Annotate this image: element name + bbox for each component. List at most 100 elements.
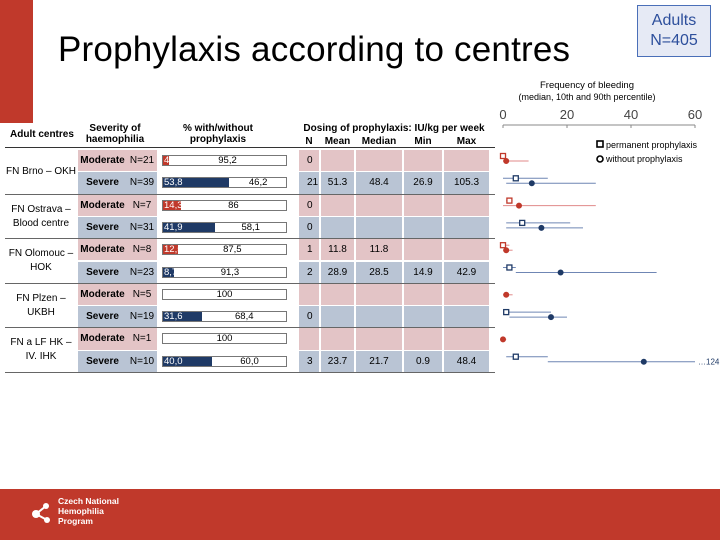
without-prophylaxis-label: 58,1 [241, 221, 260, 233]
dose-cell: 28.5 [356, 261, 402, 283]
dose-cell [444, 194, 489, 216]
patient-count-cell: N=1 [127, 328, 157, 350]
severity-cell: Moderate [78, 283, 127, 306]
severity-cell: Severe [78, 216, 127, 239]
perm-median-marker [506, 197, 513, 204]
dose-cell [404, 150, 442, 172]
footer-bar [0, 489, 720, 540]
with-prophylaxis-fill [163, 222, 215, 232]
dose-cell: 48.4 [356, 172, 402, 194]
col-header-severity-1: Severity of [89, 123, 141, 134]
severity-cell: Moderate [78, 328, 127, 350]
dose-col-header: Median [361, 136, 397, 147]
chart-title: Frequency of bleeding [540, 80, 634, 91]
prophylaxis-percent-bar [162, 333, 287, 345]
perm-median-marker [503, 308, 510, 316]
dose-cell [404, 239, 442, 261]
dose-cell: 0 [299, 216, 319, 239]
dose-cell [321, 150, 354, 172]
dose-cell [404, 216, 442, 239]
without-median-marker [640, 358, 647, 365]
perm-median-marker [512, 353, 519, 360]
dose-cell [444, 150, 489, 172]
dose-cell [404, 328, 442, 350]
dose-cell [444, 328, 489, 350]
without-prophylaxis-label: 86 [228, 199, 239, 211]
adults-label: Adults [651, 12, 697, 29]
with-prophylaxis-label: 14,3 [164, 199, 183, 211]
perm-median-marker [499, 152, 507, 160]
x-tick-label: 0 [499, 107, 506, 122]
severity-cell: Severe [78, 172, 127, 194]
centre-name: FN Plzen – UKBH [5, 292, 77, 320]
perm-median-marker [506, 264, 513, 271]
prophylaxis-percent-bar [162, 199, 287, 211]
perm-median-marker [519, 219, 526, 227]
without-prophylaxis-label: 100 [216, 288, 233, 300]
dose-cell: 11.8 [356, 239, 402, 261]
without-median-marker [528, 180, 535, 187]
with-prophylaxis-label: 40,0 [164, 355, 183, 367]
without-median-marker [503, 291, 510, 298]
chart-subtitle: (median, 10th and 90th percentile) [518, 92, 655, 102]
without-prophylaxis-label: 87,5 [223, 244, 242, 256]
x-tick-label: 60 [688, 107, 702, 122]
dose-cell: 42.9 [444, 261, 489, 283]
without-median-marker [548, 314, 554, 321]
dose-cell: 2 [299, 261, 319, 283]
page-title: Prophylaxis according to centres [58, 30, 571, 69]
dose-cell: 51.3 [321, 172, 354, 194]
with-prophylaxis-fill [163, 356, 213, 366]
with-prophylaxis-fill [163, 267, 174, 277]
centre-name-line: FN Brno – OKH [5, 166, 77, 177]
centre-separator [5, 282, 495, 284]
dose-cell [321, 283, 354, 306]
dose-cell [356, 194, 402, 216]
centre-separator [5, 193, 495, 195]
dose-cell [299, 328, 319, 350]
without-median-marker [538, 224, 545, 231]
dose-cell: 11.8 [321, 239, 354, 261]
with-prophylaxis-fill [163, 245, 179, 255]
dose-cell: 14.9 [404, 261, 442, 283]
bleeding-frequency-chart: Frequency of bleeding(median, 10th and 9… [499, 80, 720, 367]
col-header-centres: Adult centres [10, 129, 74, 140]
without-median-marker [503, 158, 510, 164]
with-prophylaxis-fill [163, 156, 169, 165]
dose-cell [444, 283, 489, 306]
dose-cell: 48.4 [444, 350, 489, 372]
severity-cell: Severe [78, 350, 127, 372]
dose-cell [299, 283, 319, 306]
col-header-pct-1: % with/without [183, 123, 253, 134]
patient-count-cell: N=31 [127, 216, 157, 239]
dose-cell [356, 328, 402, 350]
prophylaxis-percent-bar [162, 288, 287, 300]
dose-cell [356, 306, 402, 328]
centre-name-line: Blood centre [12, 217, 70, 229]
without-prophylaxis-label: 46,2 [248, 177, 268, 189]
hemophilia-program-logo-icon [32, 503, 50, 523]
dose-cell: 0 [299, 194, 319, 216]
centre-name-line: FN Olomouc – [8, 248, 74, 260]
centre-name-line: FN a LF HK – [10, 337, 72, 349]
prophylaxis-percent-bar [162, 221, 287, 233]
dose-cell: 0 [299, 150, 319, 172]
without-median-marker [516, 202, 522, 209]
dose-cell [321, 306, 354, 328]
legend-square-marker [596, 140, 604, 148]
dose-col-header: N [305, 136, 313, 147]
header-rule [5, 147, 495, 148]
centre-name-line: FN Ostrava – [11, 203, 71, 215]
without-prophylaxis-label: 95,2 [218, 155, 237, 166]
dose-cell [321, 328, 354, 350]
legend-label-without: without prophylaxis [605, 154, 683, 164]
with-prophylaxis-label: 31,6 [164, 311, 183, 323]
dose-cell: 23.7 [321, 350, 354, 372]
perm-median-marker [512, 175, 519, 182]
col-header-severity-2: haemophilia [85, 134, 145, 145]
without-prophylaxis-label: 60,0 [240, 355, 259, 367]
perm-median-marker [499, 242, 507, 249]
col-header-pct-2: prophylaxis [189, 134, 247, 145]
legend-circle-marker [596, 155, 604, 163]
dose-cell: 3 [299, 350, 319, 372]
